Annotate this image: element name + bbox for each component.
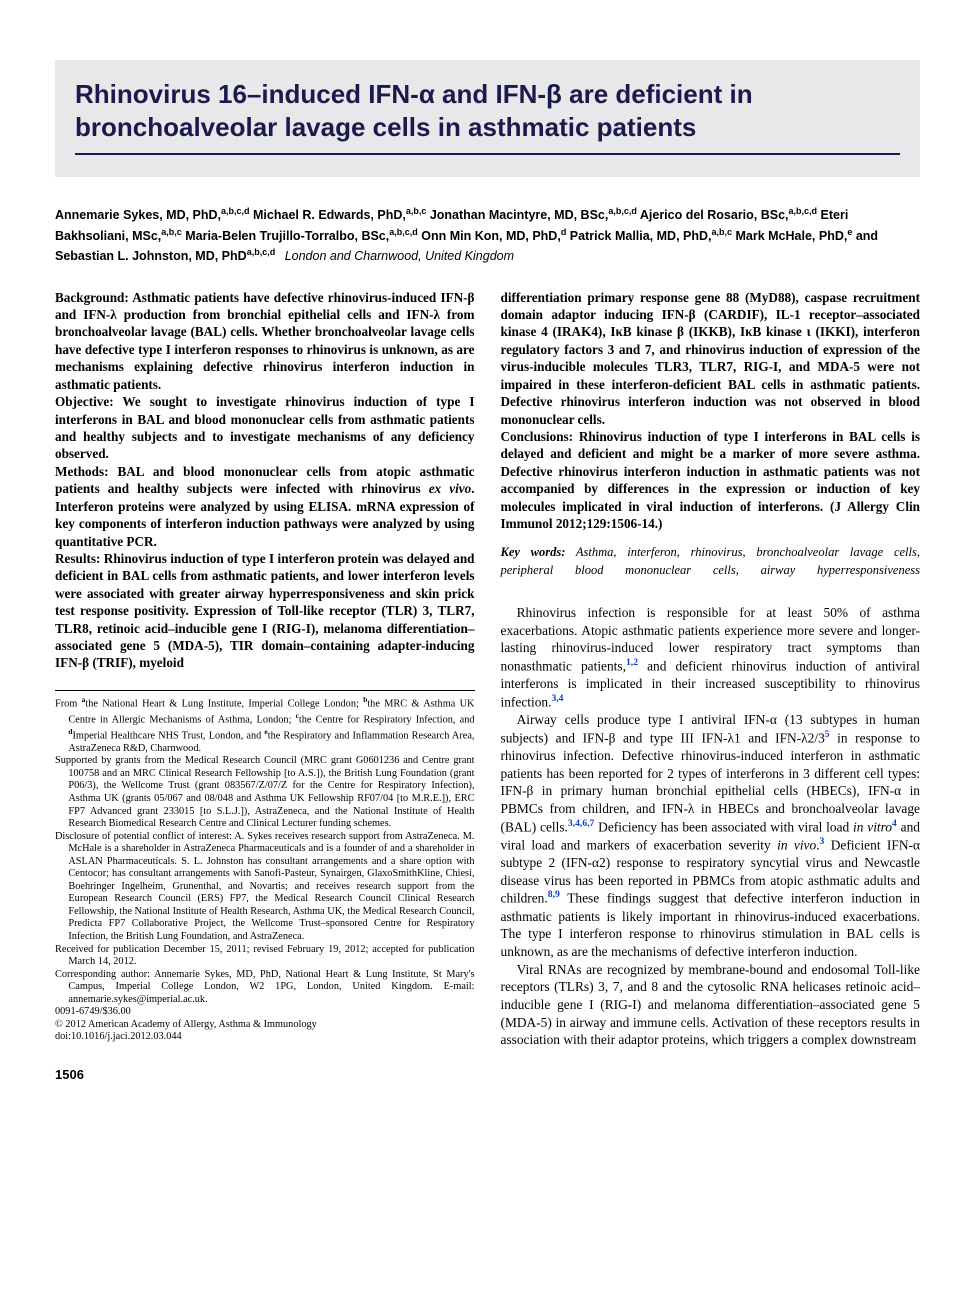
left-column: Background: Asthmatic patients have defe… [55, 289, 475, 1049]
author-list: Annemarie Sykes, MD, PhD,a,b,c,d Michael… [55, 205, 920, 267]
keywords-label: Key words: [501, 545, 566, 559]
footnote-disclosure: Disclosure of potential conflict of inte… [55, 831, 475, 944]
abstract-left: Background: Asthmatic patients have defe… [55, 289, 475, 672]
author-location: London and Charnwood, United Kingdom [285, 249, 514, 263]
footnote-copyright: © 2012 American Academy of Allergy, Asth… [55, 1019, 475, 1032]
two-column-layout: Background: Asthmatic patients have defe… [55, 289, 920, 1049]
footnote-supported: Supported by grants from the Medical Res… [55, 755, 475, 830]
abstract-right-text: differentiation primary response gene 88… [501, 289, 921, 533]
title-rule [75, 153, 900, 155]
footnote-issn: 0091-6749/$36.00 [55, 1006, 475, 1019]
body-text: Rhinovirus infection is responsible for … [501, 604, 921, 1049]
abstract-left-text: Background: Asthmatic patients have defe… [55, 289, 475, 672]
body-p1: Rhinovirus infection is responsible for … [501, 604, 921, 711]
footnote-from: From athe National Heart & Lung Institut… [55, 695, 475, 755]
body-p2: Airway cells produce type I antiviral IF… [501, 711, 921, 961]
abstract-right: differentiation primary response gene 88… [501, 289, 921, 533]
footnote-corresponding: Corresponding author: Annemarie Sykes, M… [55, 969, 475, 1007]
footnote-received: Received for publication December 15, 20… [55, 944, 475, 969]
title-block: Rhinovirus 16–induced IFN-α and IFN-β ar… [55, 60, 920, 177]
page-number: 1506 [55, 1067, 920, 1082]
keywords-block: Key words: Asthma, interferon, rhinoviru… [501, 543, 921, 581]
footnotes: From athe National Heart & Lung Institut… [55, 690, 475, 1044]
right-column: differentiation primary response gene 88… [501, 289, 921, 1049]
article-title: Rhinovirus 16–induced IFN-α and IFN-β ar… [75, 78, 900, 143]
body-p3: Viral RNAs are recognized by membrane-bo… [501, 961, 921, 1049]
footnote-doi: doi:10.1016/j.jaci.2012.03.044 [55, 1031, 475, 1044]
